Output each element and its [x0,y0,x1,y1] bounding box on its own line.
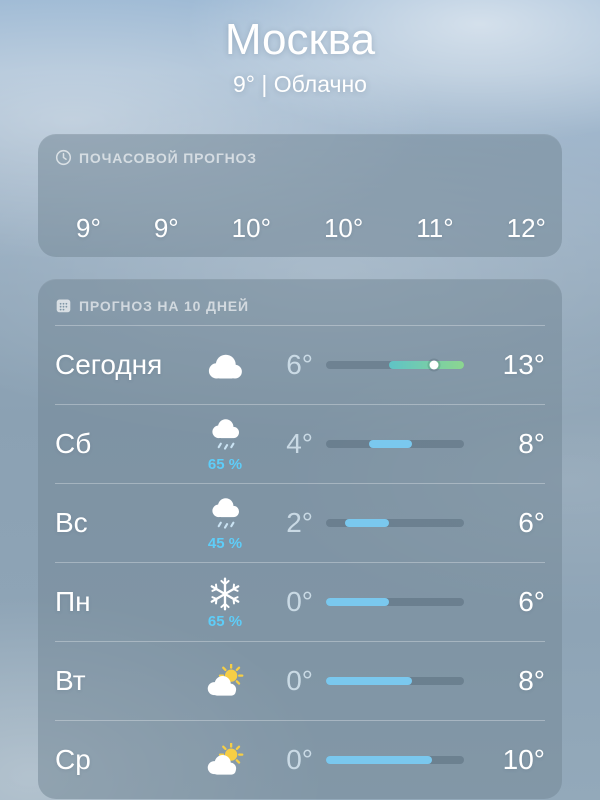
low-temp: 0° [286,744,313,776]
low-temp: 0° [286,665,313,697]
daily-forecast-row[interactable]: Ср 0° 10° [55,721,545,799]
daily-forecast-row[interactable]: Вт 0° 8° [55,642,545,722]
snow-icon: 65 % [183,576,267,629]
hourly-header-label: ПОЧАСОВОЙ ПРОГНОЗ [79,149,257,166]
rain-icon: 45 % [183,496,267,551]
day-label: Ср [55,744,91,776]
hourly-temp: 9° [76,213,101,244]
calendar-icon [55,297,72,314]
high-temp: 13° [502,349,545,381]
high-temp: 6° [518,586,545,618]
daily-rows-list: Сегодня 6° 13° Сб 65 % 4° 8° Вс 45 % 2° 6° Пн 65 % 0°… [38,326,562,799]
hourly-forecast-card: ПОЧАСОВОЙ ПРОГНОЗ 9° 9° 10° 10° 11° 12° [38,134,562,258]
low-temp: 4° [286,428,313,460]
low-temp: 6° [286,349,313,381]
day-label: Сегодня [55,349,163,381]
temp-range-bar [326,519,464,528]
hourly-temps-strip[interactable]: 9° 9° 10° 10° 11° 12° [38,213,562,257]
daily-forecast-row[interactable]: Сегодня 6° 13° [55,326,545,406]
daily-forecast-row[interactable]: Пн 65 % 0° 6° [55,563,545,643]
temp-range-fill [368,440,412,449]
day-label: Сб [55,428,92,460]
high-temp: 8° [518,428,545,460]
temp-range-fill [389,361,464,370]
hourly-temp: 11° [416,213,454,244]
high-temp: 10° [502,744,545,776]
day-label: Вс [55,507,88,539]
day-label: Вт [55,665,86,697]
hourly-card-header: ПОЧАСОВОЙ ПРОГНОЗ [55,134,545,177]
daily-card-header: ПРОГНОЗ НА 10 ДНЕЙ [55,279,545,327]
temp-range-fill [326,756,433,765]
temp-range-fill [345,519,390,528]
temp-range-bar [326,360,464,370]
clock-icon [55,149,72,166]
hourly-temp: 10° [231,213,271,244]
low-temp: 0° [286,586,313,618]
hourly-temp: 9° [153,213,179,244]
rain-icon: 65 % [183,417,267,472]
partly-sunny-icon [183,743,267,777]
temp-range-bar [326,677,464,686]
daily-forecast-row[interactable]: Вс 45 % 2° 6° [55,484,545,564]
temp-range-bar [326,598,464,607]
temp-range-bar [326,756,464,765]
current-temp-dot [429,360,439,370]
temp-range-fill [326,677,412,686]
partly-sunny-icon [183,664,267,698]
daily-forecast-row[interactable]: Сб 65 % 4° 8° [55,405,545,485]
temp-range-bar [326,440,464,449]
high-temp: 8° [518,665,545,697]
location-title: Москва [224,15,376,64]
precipitation-probability: 65 % [207,455,243,473]
temp-range-fill [326,598,390,607]
current-conditions-summary: 9° | Облачно [233,71,367,98]
location-header: Москва 9° | Облачно [0,0,600,98]
hourly-temp: 12° [506,213,546,244]
day-label: Пн [55,586,91,618]
precipitation-probability: 45 % [207,534,243,552]
daily-forecast-card: ПРОГНОЗ НА 10 ДНЕЙ Сегодня 6° 13° Сб 65 % 4° 8… [38,279,562,800]
daily-header-label: ПРОГНОЗ НА 10 ДНЕЙ [79,297,249,314]
hourly-temp: 10° [323,213,364,244]
high-temp: 6° [518,507,545,539]
low-temp: 2° [286,507,313,539]
cloud-icon [183,350,267,381]
precipitation-probability: 65 % [207,612,243,630]
